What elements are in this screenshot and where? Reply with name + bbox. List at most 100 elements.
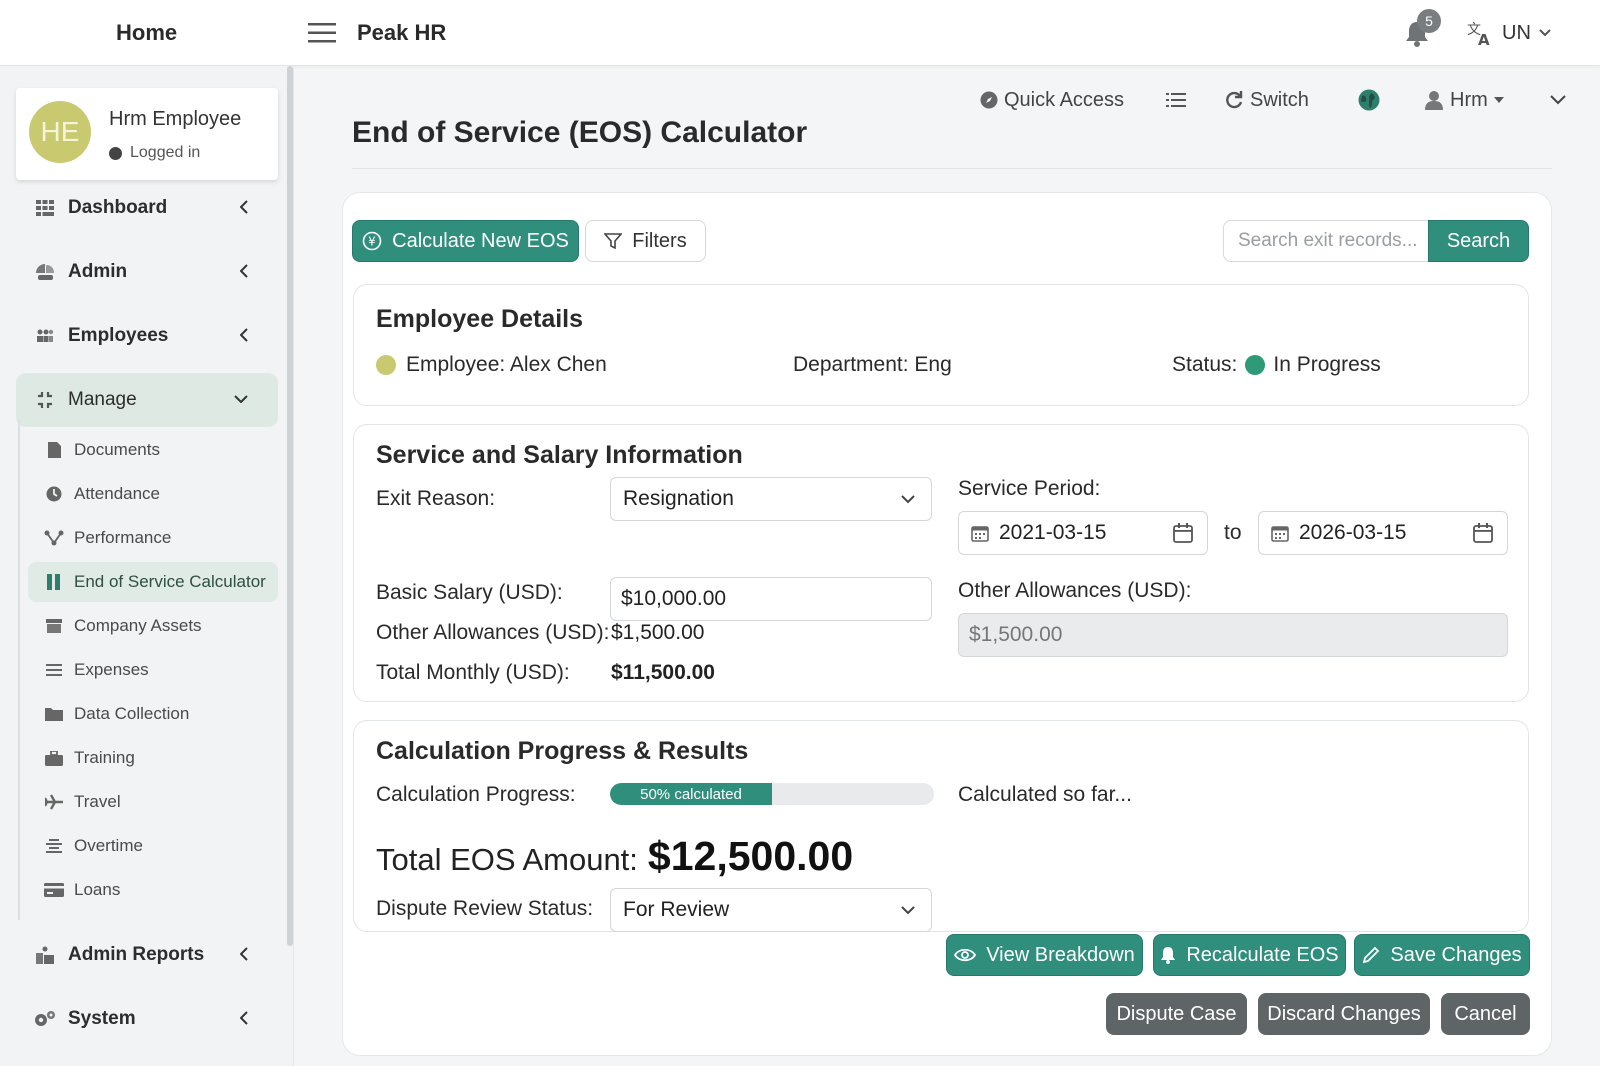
start-date-value: 2021-03-15 [999,521,1107,544]
list-view-button[interactable] [1166,84,1186,116]
menu-toggle-icon[interactable] [306,20,338,46]
switch-button[interactable]: Switch [1224,84,1309,116]
employee-name: Employee: Alex Chen [406,353,607,376]
dispute-status-select[interactable]: For Review [610,888,932,932]
user-menu-button[interactable]: Hrm [1424,84,1504,116]
sidebar-item-manage[interactable]: Manage [16,373,278,427]
search-input[interactable] [1223,220,1433,262]
basic-salary-input[interactable]: $10,000.00 [610,577,932,621]
globe-button[interactable] [1358,84,1380,116]
sidebar-item-label: Expenses [74,660,149,679]
plane-icon [44,794,64,810]
chevron-left-icon [240,1011,248,1025]
status-label: Status: [1172,353,1238,376]
sidebar-item-overtime[interactable]: Overtime [28,826,278,866]
page-title: End of Service (EOS) Calculator [352,116,808,149]
sidebar-item-label: Data Collection [74,704,190,723]
progress-label: Calculation Progress: [376,783,576,806]
chevron-left-icon [240,328,248,342]
dispute-status-value: For Review [623,898,730,921]
performance-icon [44,530,64,546]
sidebar-item-company-assets[interactable]: Company Assets [28,606,278,646]
view-breakdown-button[interactable]: View Breakdown [946,934,1143,976]
chevron-left-icon [240,200,248,214]
chevron-left-icon [240,264,248,278]
sidebar-item-eos-calculator[interactable]: End of Service Calculator [28,562,278,602]
view-breakdown-label: View Breakdown [986,943,1135,966]
sidebar-item-travel[interactable]: Travel [28,782,278,822]
status-value: In Progress [1273,353,1381,376]
total-monthly-label: Total Monthly (USD): [376,661,570,684]
sidebar-item-label: Loans [74,880,121,899]
refresh-icon [1224,90,1244,110]
coin-icon: ¥ [362,231,382,251]
chevron-down-icon [901,903,915,917]
chevron-left-icon [240,947,248,961]
total-eos-row: Total EOS Amount: $12,500.00 [376,833,853,880]
sidebar-item-label: Admin [68,261,128,282]
quick-access-button[interactable]: Quick Access [980,84,1124,116]
sidebar-scrollbar[interactable] [287,66,293,946]
dispute-case-button[interactable]: Dispute Case [1106,993,1247,1035]
sidebar-item-data-collection[interactable]: Data Collection [28,694,278,734]
recalculate-eos-button[interactable]: Recalculate EOS [1153,934,1346,976]
start-date-picker[interactable]: 2021-03-15 [958,511,1208,555]
other-allowances-value: $1,500.00 [611,621,705,644]
list-icon [1166,91,1186,109]
exit-reason-select[interactable]: Resignation [610,477,932,521]
sidebar-item-label: Travel [74,792,121,811]
switch-label: Switch [1250,88,1309,111]
chevron-down-icon [1550,95,1566,105]
discard-changes-button[interactable]: Discard Changes [1258,993,1430,1035]
department-text: Department: Eng [793,353,952,376]
list-icon [44,663,64,677]
language-label: UN [1502,21,1531,44]
calculate-new-eos-button[interactable]: ¥ Calculate New EOS [352,220,579,262]
manage-icon [34,391,56,409]
svg-text:¥: ¥ [368,235,376,249]
sidebar-item-attendance[interactable]: Attendance [28,474,278,514]
cancel-button[interactable]: Cancel [1441,993,1530,1035]
sidebar-item-performance[interactable]: Performance [28,518,278,558]
home-link[interactable]: Home [116,20,178,45]
overtime-icon [44,838,64,854]
user-status: Logged in [109,144,200,162]
sidebar-item-documents[interactable]: Documents [28,430,278,470]
sidebar-item-system[interactable]: System [16,992,278,1046]
to-label: to [1224,521,1242,544]
quick-access-label: Quick Access [1004,88,1125,111]
sidebar-item-label: Admin Reports [68,944,205,965]
sidebar-item-label: Performance [74,528,172,547]
sidebar-item-dashboard[interactable]: Dashboard [16,181,278,235]
chevron-down-icon [901,492,915,506]
filters-button[interactable]: Filters [585,220,706,262]
filters-label: Filters [632,229,687,252]
sidebar-item-expenses[interactable]: Expenses [28,650,278,690]
sidebar-item-employees[interactable]: Employees [16,309,278,363]
admin-icon [34,263,56,281]
notification-count-badge: 5 [1417,9,1441,33]
calculated-note: Calculated so far... [958,783,1132,806]
sidebar-item-training[interactable]: Training [28,738,278,778]
user-status-text: Logged in [130,144,201,161]
calendar-small-icon [971,524,989,542]
dispute-status-label: Dispute Review Status: [376,897,594,920]
end-date-picker[interactable]: 2026-03-15 [1258,511,1508,555]
sidebar-item-label: Training [74,748,135,767]
calendar-icon [1473,523,1493,543]
section-title: Employee Details [376,305,584,333]
caret-down-icon [1493,97,1504,103]
bell-icon [1160,946,1176,964]
save-changes-button[interactable]: Save Changes [1354,934,1530,976]
sidebar-item-label: Dashboard [68,197,168,218]
sidebar-item-loans[interactable]: Loans [28,870,278,910]
employee-dot-icon [376,355,396,375]
status-dot-icon [1245,355,1266,375]
header-collapse-button[interactable] [1550,84,1566,116]
svg-text:A: A [1478,31,1490,47]
sidebar-item-admin-reports[interactable]: Admin Reports [16,928,278,982]
sidebar-item-admin[interactable]: Admin [16,245,278,299]
search-button[interactable]: Search [1428,220,1529,262]
